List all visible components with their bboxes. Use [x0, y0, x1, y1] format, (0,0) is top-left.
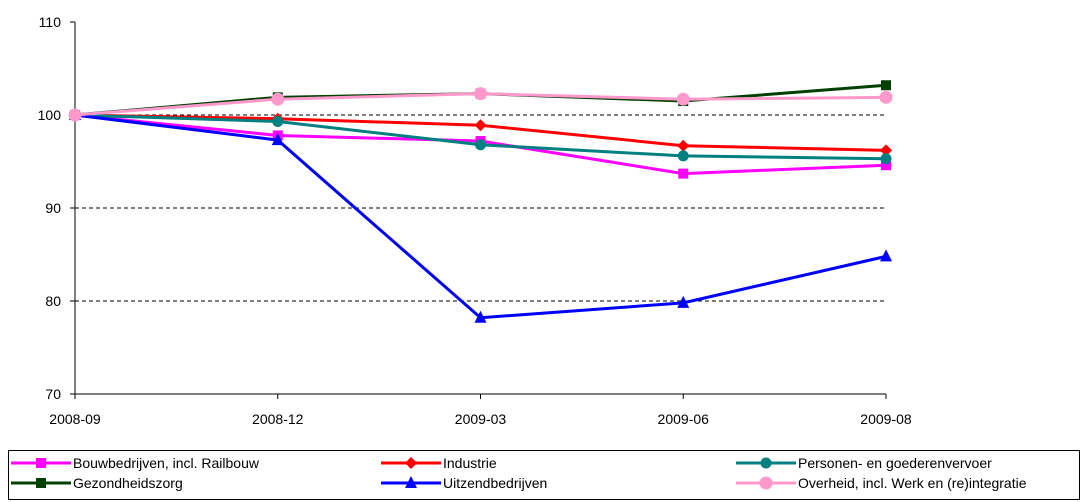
legend-item: Gezondheidszorg [11, 473, 183, 493]
data-point [677, 139, 690, 152]
data-point [880, 153, 892, 165]
legend-marker [759, 476, 773, 490]
grid-lines [75, 114, 886, 302]
data-point [474, 87, 487, 101]
data-point [475, 139, 486, 151]
series-2 [69, 109, 892, 165]
legend-marker [36, 458, 46, 468]
legend-marker [405, 476, 417, 488]
y-tick-label: 90 [45, 200, 61, 216]
line-chart: 70 80 90 100 110 2008-09 2008-12 2009-03 2009-0… [38, 14, 912, 427]
data-point [677, 295, 690, 308]
legend-swatch [11, 478, 71, 488]
legend-marker [405, 457, 417, 469]
data-point [474, 119, 487, 132]
legend-label: Uitzendbedrijven [443, 475, 548, 491]
legend-swatch [11, 458, 71, 468]
data-point [881, 160, 891, 171]
legend-item: Industrie [381, 453, 497, 473]
legend-label: Bouwbedrijven, incl. Railbouw [73, 455, 259, 471]
y-tick-label: 80 [45, 293, 61, 309]
y-tick-label: 100 [38, 107, 62, 123]
data-point [677, 150, 689, 162]
legend-item: Uitzendbedrijven [381, 473, 547, 493]
data-point [68, 108, 82, 122]
legend-marker [760, 457, 772, 469]
legend-swatch [381, 476, 441, 488]
legend-swatch [736, 457, 796, 469]
data-point [879, 90, 893, 104]
legend-item: Overheid, incl. Werk en (re)integratie [736, 473, 1027, 493]
data-point [881, 80, 891, 91]
data-point [271, 133, 284, 146]
legend-label: Gezondheidszorg [73, 475, 183, 491]
axes [70, 21, 887, 399]
x-tick-label: 2008-12 [252, 411, 304, 427]
series-3 [70, 80, 891, 120]
legend-label: Industrie [443, 455, 497, 471]
x-tick-label: 2009-03 [455, 411, 507, 427]
series-5 [68, 87, 893, 122]
y-tick-label: 110 [39, 14, 62, 30]
legend-swatch [381, 457, 441, 469]
series-lines [68, 80, 893, 323]
legend-swatch [736, 476, 796, 490]
y-tick-label: 70 [45, 386, 61, 402]
x-tick-label: 2009-08 [860, 411, 912, 427]
legend-label: Overheid, incl. Werk en (re)integratie [798, 475, 1027, 491]
y-tick-labels: 70 80 90 100 110 [38, 14, 62, 402]
x-tick-labels: 2008-09 2008-12 2009-03 2009-06 2009-08 [49, 411, 912, 427]
x-tick-label: 2008-09 [49, 411, 101, 427]
x-tick-label: 2009-06 [658, 411, 710, 427]
data-point [678, 168, 689, 179]
legend-item: Personen- en goederenvervoer [736, 453, 992, 473]
data-point [272, 116, 284, 128]
data-point [880, 144, 892, 157]
data-point [676, 92, 690, 106]
data-point [271, 92, 285, 106]
chart-legend: Bouwbedrijven, incl. Railbouw Industrie Pe… [8, 450, 1080, 500]
data-point [880, 249, 892, 262]
legend-item: Bouwbedrijven, incl. Railbouw [11, 453, 259, 473]
legend-marker [36, 478, 46, 488]
legend-label: Personen- en goederenvervoer [798, 455, 992, 471]
data-point [474, 310, 487, 323]
